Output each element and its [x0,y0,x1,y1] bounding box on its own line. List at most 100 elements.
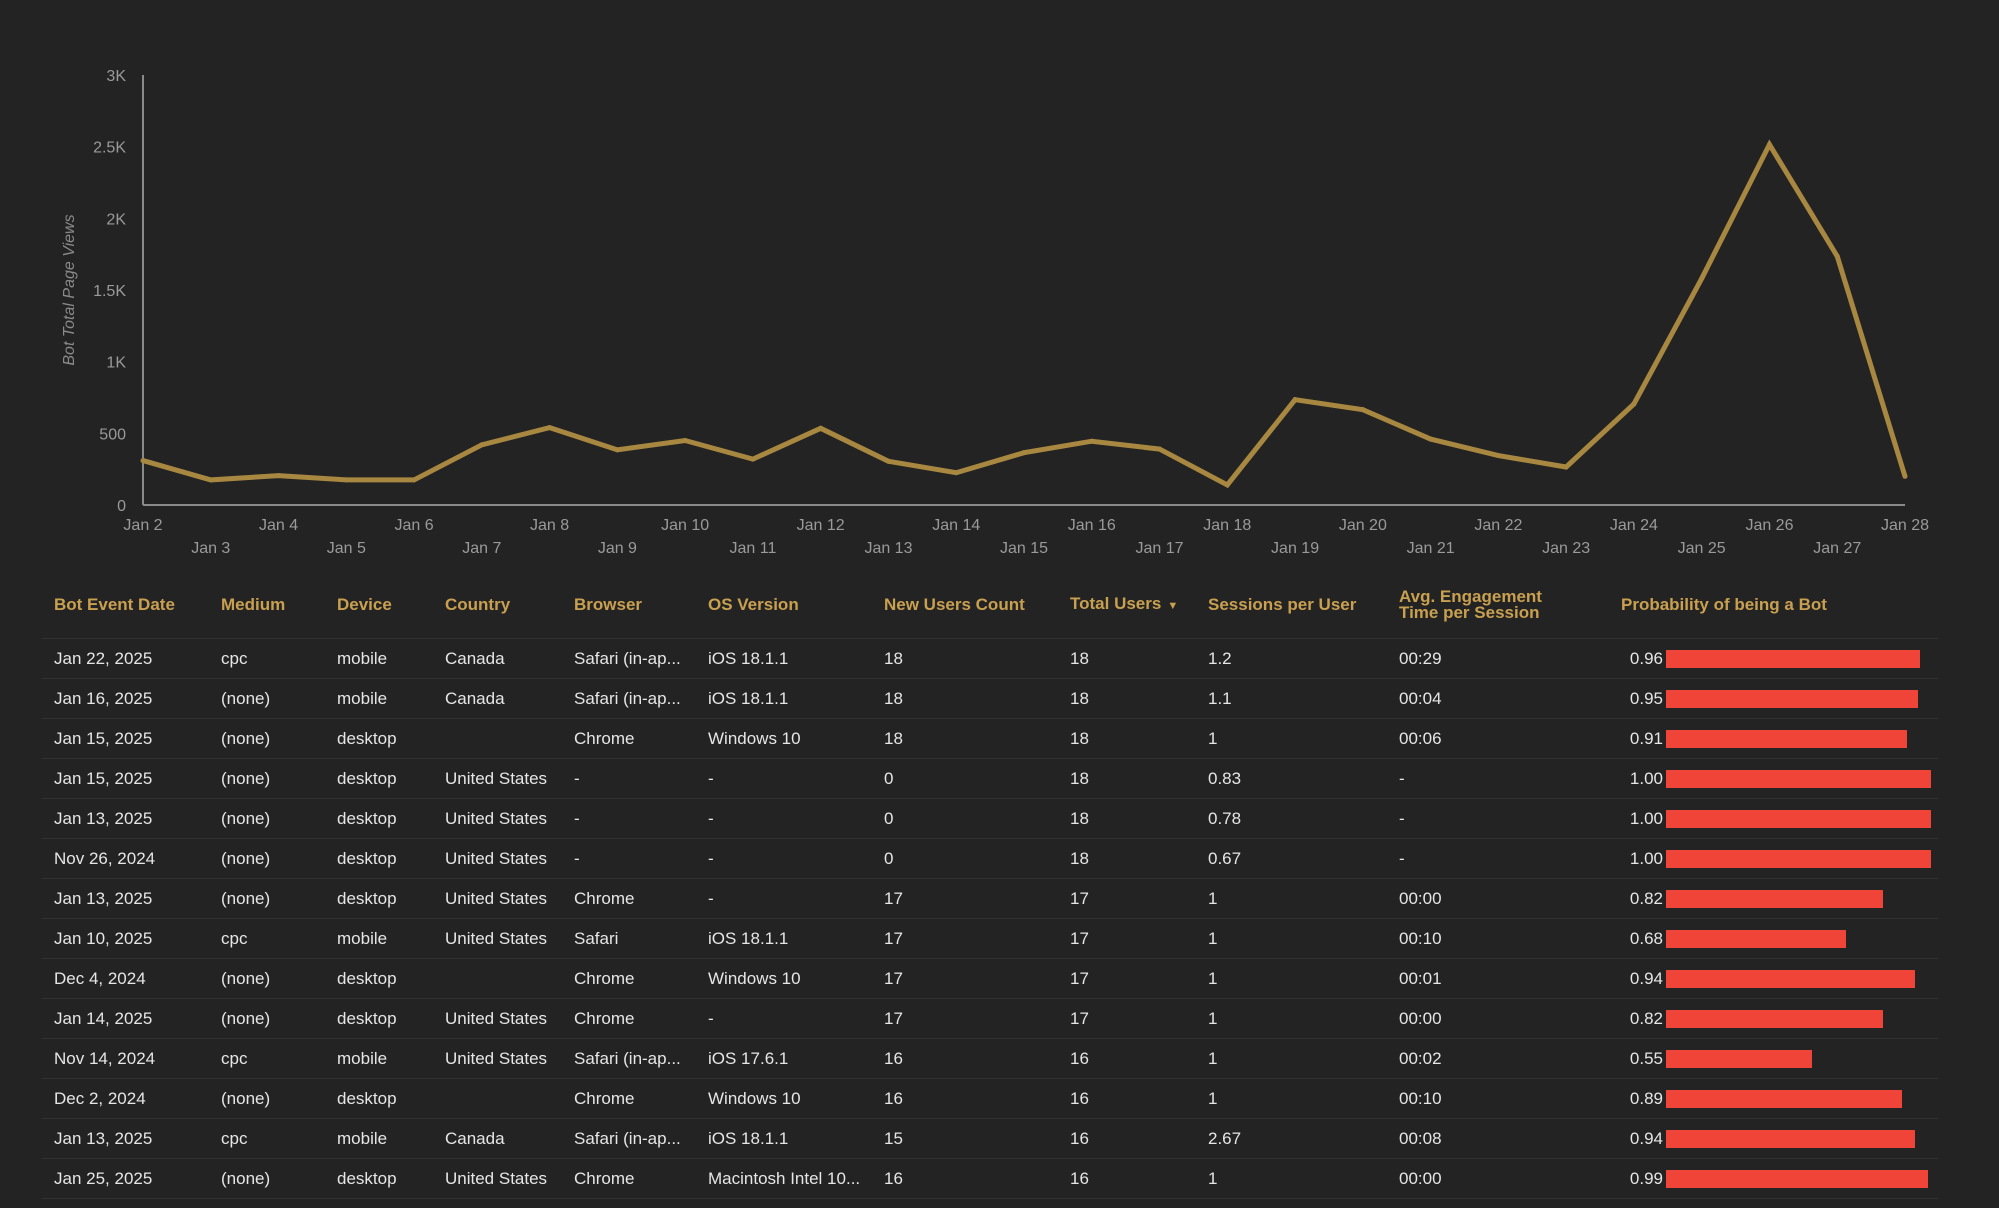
header-browser[interactable]: Browser [562,572,696,639]
page-views-point[interactable] [479,442,485,448]
table-cell: cpc [209,1038,325,1079]
page-views-point[interactable] [1563,464,1569,470]
table-cell: (none) [209,798,325,839]
probability-cell: 0.82 [1609,878,1938,919]
header-label: Bot Event Date [54,595,175,614]
page-views-point[interactable] [885,458,891,464]
table-cell: - [696,798,872,839]
header-sessions-per-user[interactable]: Sessions per User [1196,572,1387,639]
page-views-point[interactable] [1699,276,1705,282]
page-views-point[interactable] [614,447,620,453]
sort-desc-icon[interactable]: ▼ [1167,600,1179,612]
table-cell: - [562,838,696,879]
table-row[interactable]: Nov 26, 2024 (none) desktop United States - -… [42,838,1938,879]
header-device[interactable]: Device [325,572,433,639]
header-total-users[interactable]: Total Users ▼ [1058,572,1196,639]
y-tick-label: 2.5K [93,140,126,157]
page-views-point[interactable] [343,477,349,483]
header-avg-engagement-time[interactable]: Avg. Engagement Time per Session [1387,572,1609,639]
page-views-point[interactable] [953,470,959,476]
table-cell: 1 [1196,718,1387,759]
table-row[interactable]: Nov 14, 2024 cpc mobile United States Safari… [42,1038,1938,1079]
probability-value: 0.99 [1629,1168,1663,1188]
x-tick-label: Jan 4 [259,517,298,534]
table-cell: 17 [1058,958,1196,999]
header-label: OS Version [708,595,799,614]
header-bot-event-date[interactable]: Bot Event Date [42,572,209,639]
table-row[interactable]: Dec 2, 2024 (none) desktop Chrome Windows 10… [42,1078,1938,1119]
table-cell: Jan 13, 2025 [42,1118,209,1159]
page-views-point[interactable] [1360,407,1366,413]
page-views-point[interactable] [1902,473,1908,479]
page-views-point[interactable] [750,456,756,462]
y-tick-label: 2K [106,211,126,228]
table-cell: 16 [1058,1038,1196,1079]
table-cell: 1 [1196,998,1387,1039]
header-new-users-count[interactable]: New Users Count [872,572,1058,639]
header-medium[interactable]: Medium [209,572,325,639]
y-tick-label: 500 [99,426,126,443]
page-views-point[interactable] [1766,142,1772,148]
table-cell: 1 [1196,1078,1387,1119]
table-cell: Chrome [562,878,696,919]
table-cell: 00:00 [1387,1158,1609,1199]
page-views-point[interactable] [1157,446,1163,452]
table-cell: desktop [325,838,433,879]
page-views-point[interactable] [682,438,688,443]
page-views-point[interactable] [547,425,553,431]
table-cell: 17 [1058,998,1196,1039]
page-views-point[interactable] [1292,397,1298,403]
table-cell: 17 [872,918,1058,959]
table-row[interactable]: Jan 15, 2025 (none) desktop United States - -… [42,758,1938,799]
page-views-point[interactable] [1495,453,1501,459]
table-row[interactable]: Jan 13, 2025 (none) desktop United States - -… [42,798,1938,839]
table-cell: Windows 10 [696,958,872,999]
table-row[interactable]: Jan 13, 2025 cpc mobile Canada Safari (in-ap… [42,1118,1938,1159]
page-views-point[interactable] [208,477,214,483]
table-cell: 1 [1196,958,1387,999]
probability-cell: 1.00 [1609,838,1938,879]
table-row[interactable]: Dec 4, 2024 (none) desktop Chrome Windows 10… [42,958,1938,999]
table-cell: Safari (in-ap... [562,678,696,719]
x-tick-label: Jan 8 [530,517,569,534]
probability-bar [1666,809,1931,828]
table-cell: 00:29 [1387,638,1609,679]
page-views-point[interactable] [818,425,824,431]
page-views-point[interactable] [1428,436,1434,442]
header-country[interactable]: Country [433,572,562,639]
page-views-point[interactable] [1089,438,1095,444]
table-row[interactable]: Jan 14, 2025 (none) desktop United States Ch… [42,998,1938,1039]
page-views-point[interactable] [1834,253,1840,259]
page-views-point[interactable] [276,473,282,479]
table-cell: mobile [325,1118,433,1159]
page-views-point[interactable] [140,458,146,464]
page-views-point[interactable] [1631,401,1637,407]
page-views-point[interactable] [1021,450,1027,456]
table-row[interactable]: Jan 16, 2025 (none) mobile Canada Safari (in… [42,678,1938,719]
probability-value: 0.55 [1629,1048,1663,1068]
header-label: Probability of being a Bot [1621,595,1827,614]
page-views-point[interactable] [411,477,417,483]
probability-value: 0.94 [1629,1128,1663,1148]
table-cell: cpc [209,918,325,959]
probability-value: 0.82 [1629,888,1663,908]
x-tick-label: Jan 27 [1813,540,1861,557]
table-cell: 16 [872,1078,1058,1119]
table-cell: 1 [1196,918,1387,959]
table-row[interactable]: Jan 13, 2025 (none) desktop United States Ch… [42,878,1938,919]
table-cell: 1 [1196,1038,1387,1079]
table-row[interactable]: Jan 25, 2025 (none) desktop United States Ch… [42,1158,1938,1199]
table-row[interactable]: Jan 22, 2025 cpc mobile Canada Safari (in-ap… [42,638,1938,679]
header-label: Browser [574,595,643,614]
table-row[interactable]: Jan 10, 2025 cpc mobile United States Safari… [42,918,1938,959]
header-probability-bot[interactable]: Probability of being a Bot [1609,572,1938,639]
page-views-point[interactable] [1224,482,1230,488]
x-tick-label: Jan 26 [1745,517,1793,534]
table-cell: - [696,878,872,919]
probability-bar [1666,1049,1812,1068]
table-row[interactable]: Jan 15, 2025 (none) desktop Chrome Windows 1… [42,718,1938,759]
table-cell: (none) [209,1158,325,1199]
table-cell: Canada [433,638,562,679]
header-os-version[interactable]: OS Version [696,572,872,639]
table-cell: iOS 18.1.1 [696,678,872,719]
